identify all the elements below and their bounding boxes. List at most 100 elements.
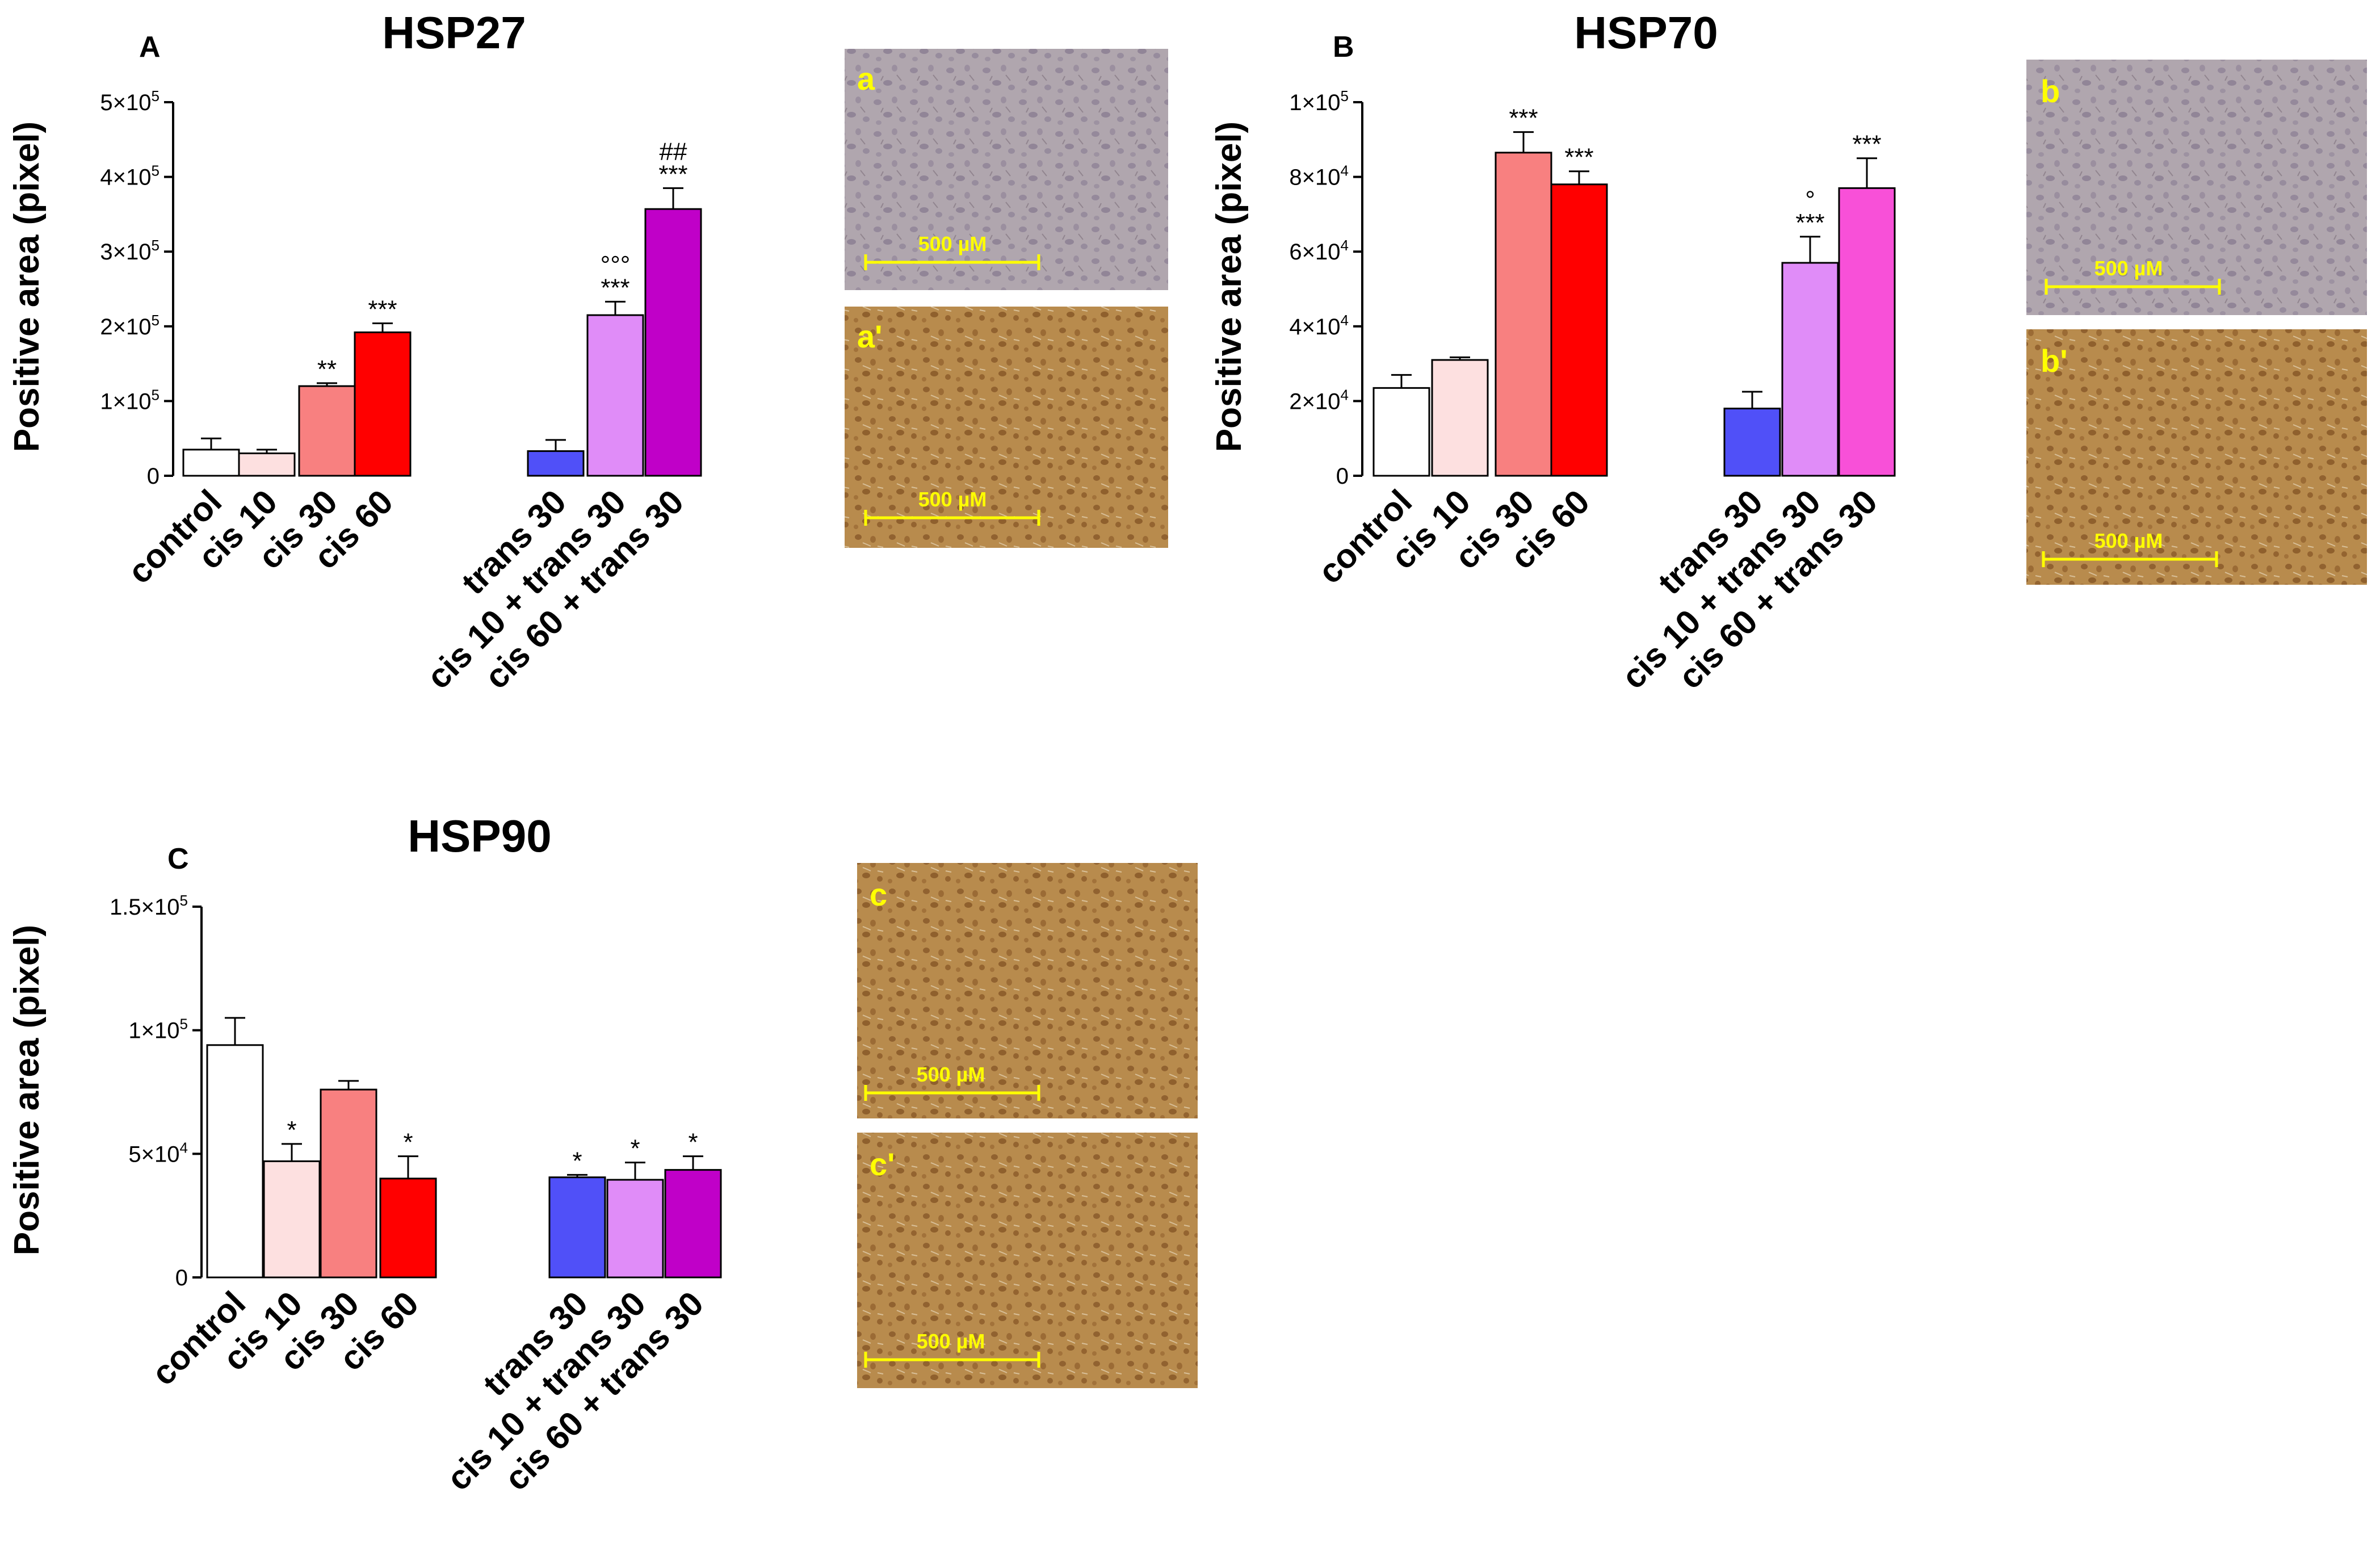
y-tick-label: 5×105 — [100, 87, 159, 115]
bars: *********°*** — [1372, 104, 1896, 477]
y-tick-label-base: 0 — [147, 464, 159, 489]
scale-bar-label: 500 µM — [917, 1063, 985, 1086]
significance-label: ** — [317, 355, 337, 383]
significance-label: * — [572, 1147, 582, 1175]
y-tick-label: 0 — [147, 464, 159, 489]
chart-title: HSP90 — [408, 811, 551, 861]
photo-b: b 500 µM — [2026, 60, 2367, 315]
bar — [206, 1044, 264, 1279]
y-tick-label-base: 0 — [1336, 464, 1349, 489]
y-tick-label-exponent: 5 — [152, 87, 159, 104]
significance-label: * — [403, 1129, 413, 1156]
y-tick-label-base: 5×10 — [128, 1142, 179, 1167]
bar — [379, 1177, 437, 1279]
significance-label: *** — [1852, 131, 1881, 158]
significance-label: *** — [601, 274, 629, 301]
y-tick-label-base: 2×10 — [100, 315, 151, 340]
bars: * * * * * — [206, 1017, 722, 1279]
bar — [238, 452, 296, 477]
y-tick-label-base: 3×10 — [100, 240, 151, 265]
y-tick-label-base: 0 — [175, 1265, 188, 1290]
significance-label: *** — [368, 296, 397, 324]
y-axis-label: Positive area (pixel) — [1210, 121, 1249, 452]
panel-label: C — [167, 843, 189, 875]
micrograph-purple — [2026, 60, 2367, 315]
photo-label: a — [857, 61, 875, 97]
y-tick-label-exponent: 4 — [1341, 312, 1349, 329]
y-tick-label: 6×104 — [1289, 237, 1349, 265]
bar — [182, 449, 240, 477]
significance-label: * — [688, 1129, 698, 1156]
bar — [263, 1160, 321, 1279]
y-tick-label-exponent: 5 — [152, 312, 159, 329]
bar — [1781, 262, 1839, 477]
y-tick-label: 1×105 — [128, 1016, 188, 1043]
bar — [298, 385, 356, 477]
y-tick-label-base: 6×10 — [1289, 240, 1340, 265]
y-tick-label-base: 2×10 — [1289, 389, 1340, 414]
y-tick-label: 2×104 — [1289, 386, 1349, 414]
significance-label: *** — [1795, 209, 1824, 237]
y-tick-label: 4×105 — [100, 162, 159, 190]
y-tick-label-exponent: 4 — [1341, 237, 1349, 254]
y-tick-label-base: 4×10 — [1289, 315, 1340, 340]
y-tick-label-base: 5×10 — [100, 90, 151, 115]
scale-bar-label: 500 µM — [2094, 257, 2163, 280]
panel-hsp70: B HSP70 Positive area (pixel) 02×1044×10… — [1210, 7, 2367, 696]
y-tick-label: 8×104 — [1289, 162, 1349, 190]
photo-label: c' — [870, 1146, 895, 1182]
photo-label: b' — [2041, 343, 2068, 379]
significance-label: * — [630, 1135, 640, 1163]
photo-c-prime: c' 500 µM — [857, 1133, 1198, 1388]
micrograph-brown — [857, 863, 1198, 1118]
bars: ********°°°***## — [182, 137, 702, 477]
photo-c: c 500 µM — [857, 863, 1198, 1118]
y-tick-label: 1×105 — [1289, 87, 1349, 115]
micrograph-purple — [845, 49, 1168, 290]
bar — [1550, 183, 1608, 477]
bar — [527, 450, 585, 477]
y-tick-label-exponent: 5 — [152, 386, 159, 403]
photo-a-prime: a' 500 µM — [845, 307, 1168, 548]
y-tick-label: 0 — [1336, 464, 1349, 489]
y-axis-label: Positive area (pixel) — [7, 121, 47, 452]
scale-bar-label: 500 µM — [917, 1330, 985, 1353]
y-tick-label-base: 8×10 — [1289, 165, 1340, 190]
photo-label: c — [870, 877, 887, 912]
micrograph-brown — [857, 1133, 1198, 1388]
y-tick-label-base: 4×10 — [100, 165, 151, 190]
bar — [354, 331, 412, 477]
y-tick-label: 1×105 — [100, 386, 159, 414]
scale-bar-label: 500 µM — [918, 232, 987, 255]
bar — [548, 1176, 606, 1279]
significance-label: *** — [658, 160, 687, 188]
y-tick-label-base: 1×10 — [128, 1019, 179, 1043]
photo-a: a 500 µM — [845, 49, 1168, 290]
y-tick-label-base: 1×10 — [100, 389, 151, 414]
scale-bar-label: 500 µM — [2094, 529, 2163, 552]
micrograph-brown — [845, 307, 1168, 548]
photo-label: b — [2041, 73, 2060, 109]
bar — [320, 1088, 377, 1279]
y-tick-label-exponent: 4 — [1341, 386, 1349, 403]
bar — [1723, 408, 1781, 477]
significance-label: *** — [1564, 144, 1593, 171]
bar — [1495, 152, 1552, 477]
y-tick-label-base: 1.5×10 — [110, 895, 179, 920]
significance-label: ° — [1805, 186, 1815, 214]
y-tick-label: 3×105 — [100, 237, 159, 265]
y-tick-label-exponent: 4 — [180, 1139, 188, 1156]
photo-b-prime: b' 500 µM — [2026, 329, 2367, 585]
y-tick-label-exponent: 5 — [180, 892, 188, 909]
y-axis-label: Positive area (pixel) — [7, 925, 47, 1255]
panel-hsp90: C HSP90 Positive area (pixel) 0 5×104 1×10… — [7, 811, 1198, 1498]
y-tick-label-exponent: 4 — [1341, 162, 1349, 179]
significance-label: ## — [660, 137, 687, 165]
y-tick-label-base: 1×10 — [1289, 90, 1340, 115]
y-tick-label: 2×105 — [100, 312, 159, 340]
